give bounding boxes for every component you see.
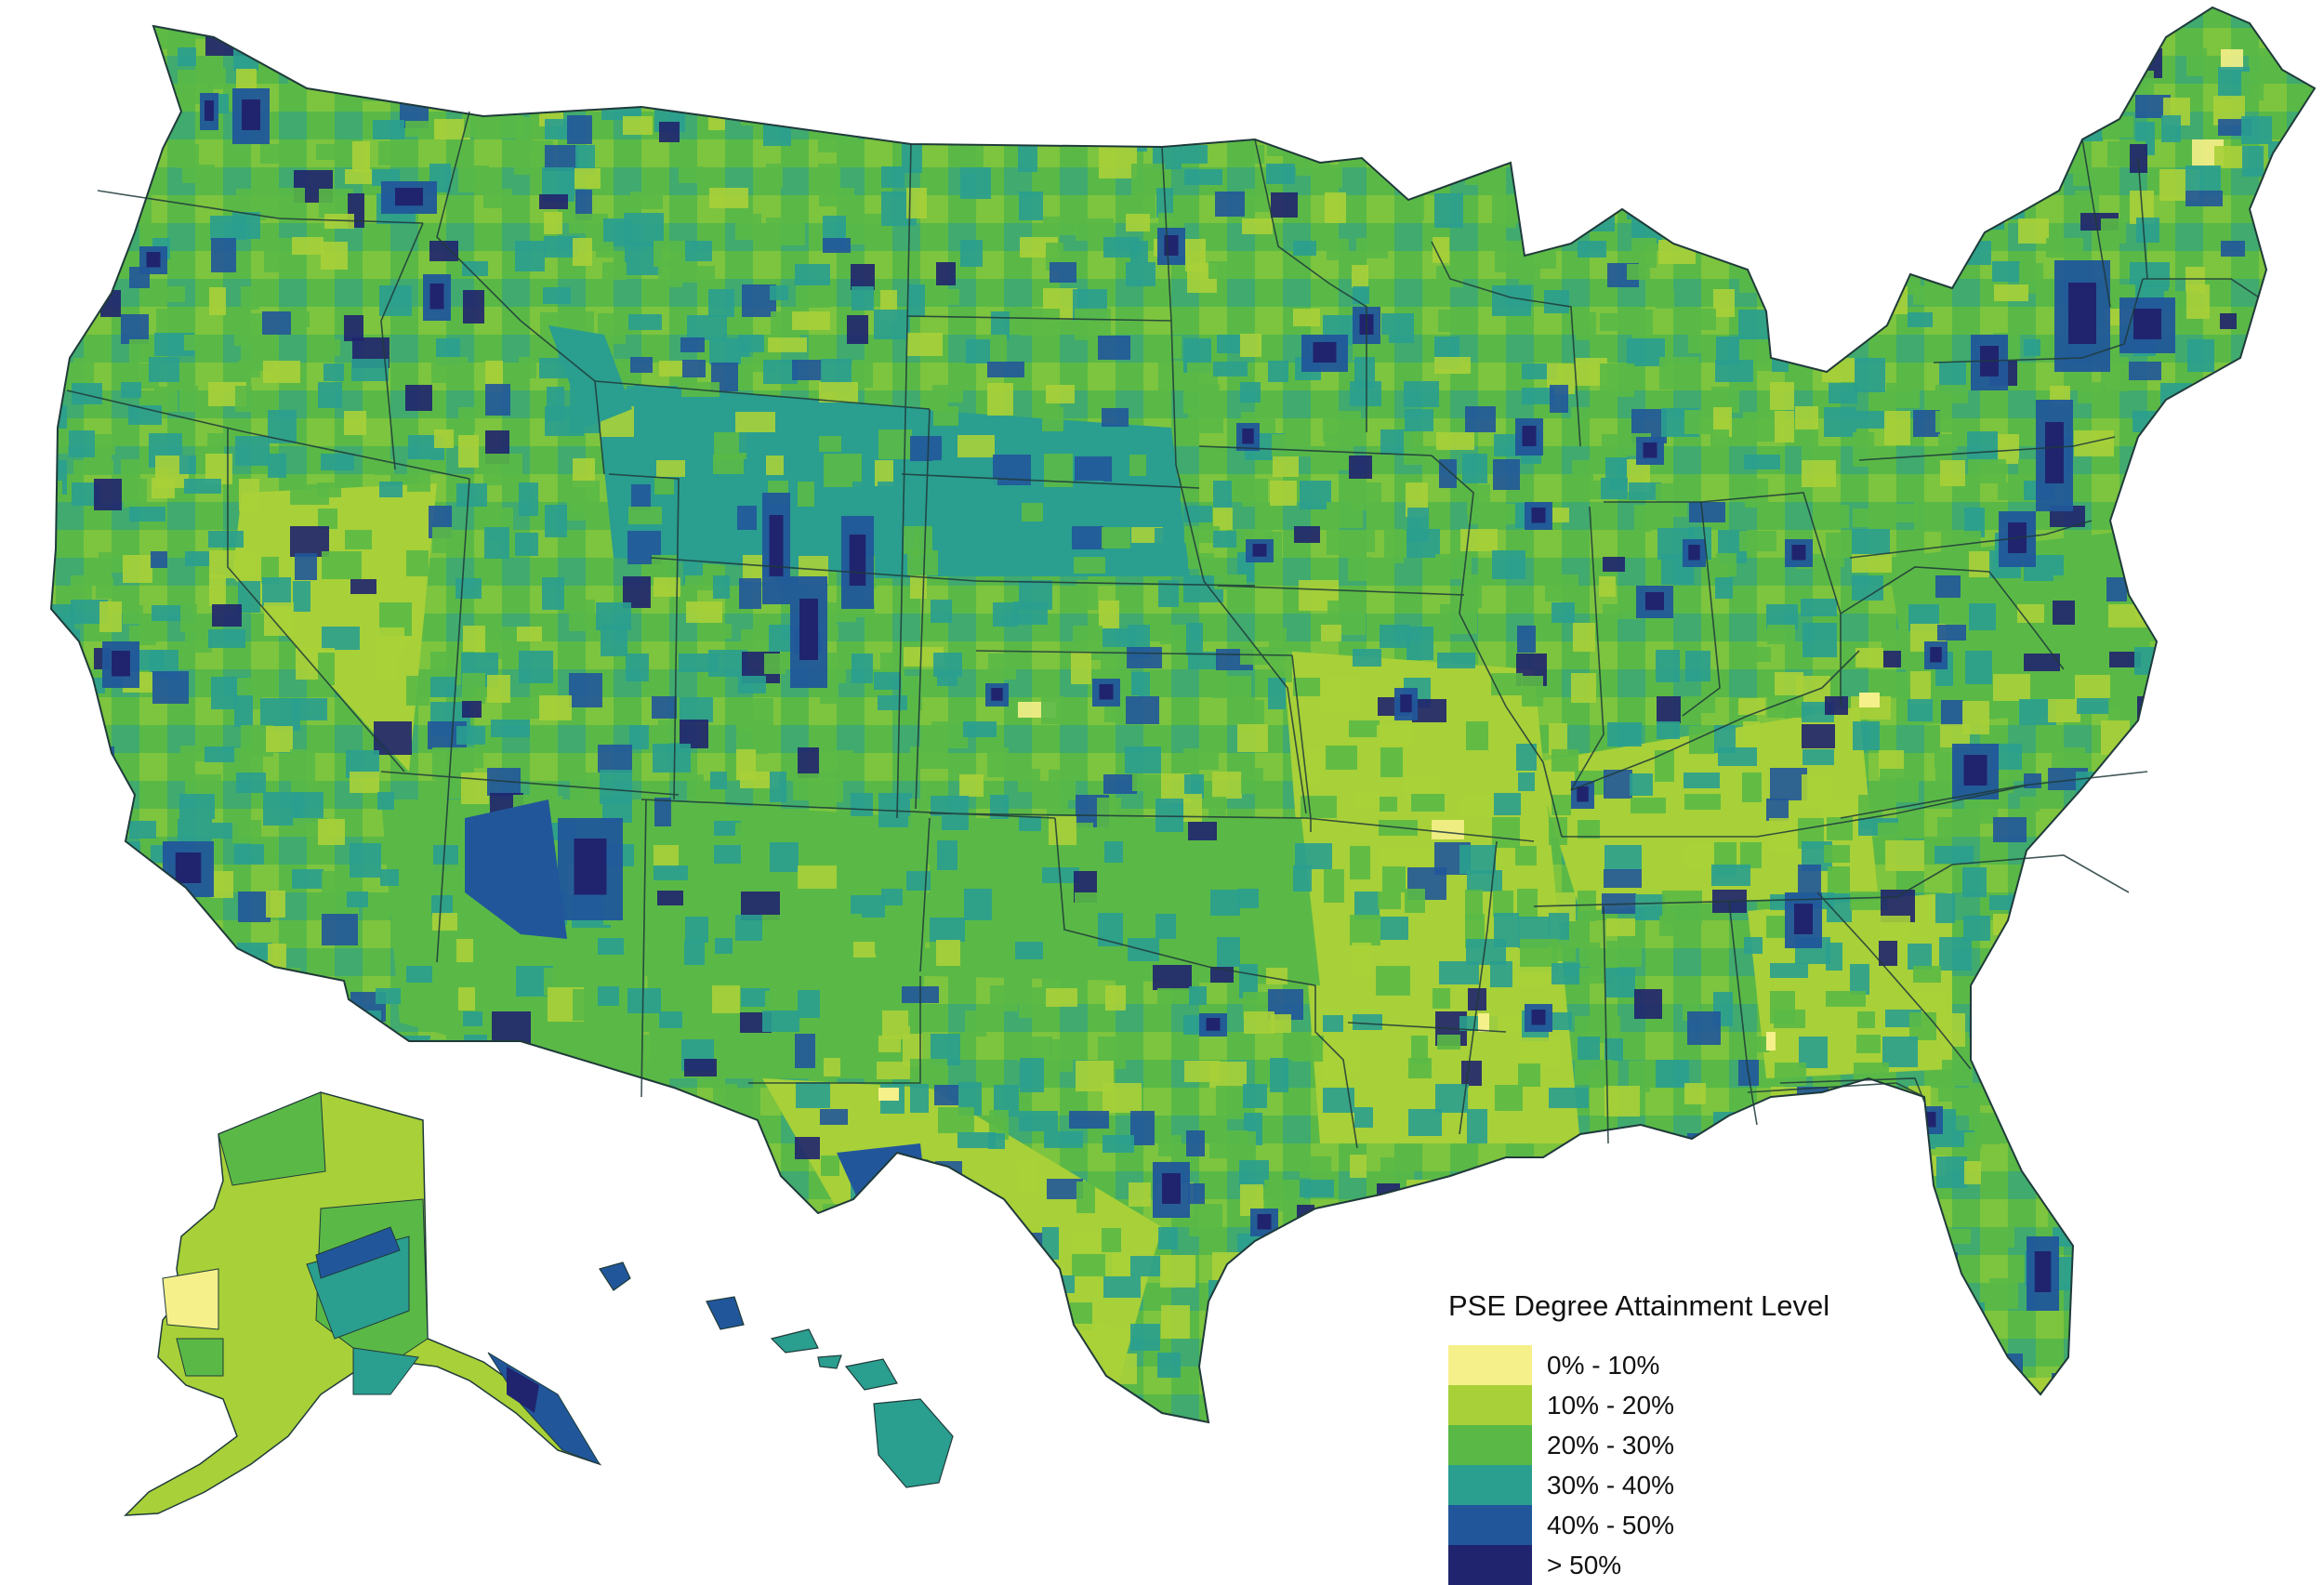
legend-swatch [1448,1425,1532,1465]
legend-swatch [1448,1385,1532,1425]
legend-swatch [1448,1545,1532,1585]
legend-label: 40% - 50% [1547,1510,1674,1539]
legend-item: 40% - 50% [1448,1505,1746,1545]
legend-label: > 50% [1547,1550,1622,1579]
legend-label: 10% - 20% [1547,1390,1674,1420]
legend-item: 0% - 10% [1448,1345,1746,1385]
legend-items: 0% - 10% 10% - 20% 20% - 30% 30% - 40% 40% -… [1448,1345,1746,1585]
state-borders [66,111,2260,1149]
legend-label: 20% - 30% [1547,1430,1674,1460]
legend-item: 20% - 30% [1448,1425,1746,1465]
legend-swatch [1448,1465,1532,1505]
legend-item: 10% - 20% [1448,1385,1746,1425]
legend-title: PSE Degree Attainment Level [1448,1289,1830,1322]
legend-swatch [1448,1505,1532,1545]
legend-item: > 50% [1448,1545,1746,1585]
legend-item: 30% - 40% [1448,1465,1746,1505]
legend-label: 30% - 40% [1547,1470,1674,1499]
legend-swatch [1448,1345,1532,1385]
hawaii [599,1261,954,1488]
alaska [124,1091,602,1516]
legend: PSE Degree Attainment Level 0% - 10% 10% … [1448,1288,1830,1585]
legend-label: 0% - 10% [1547,1350,1660,1380]
